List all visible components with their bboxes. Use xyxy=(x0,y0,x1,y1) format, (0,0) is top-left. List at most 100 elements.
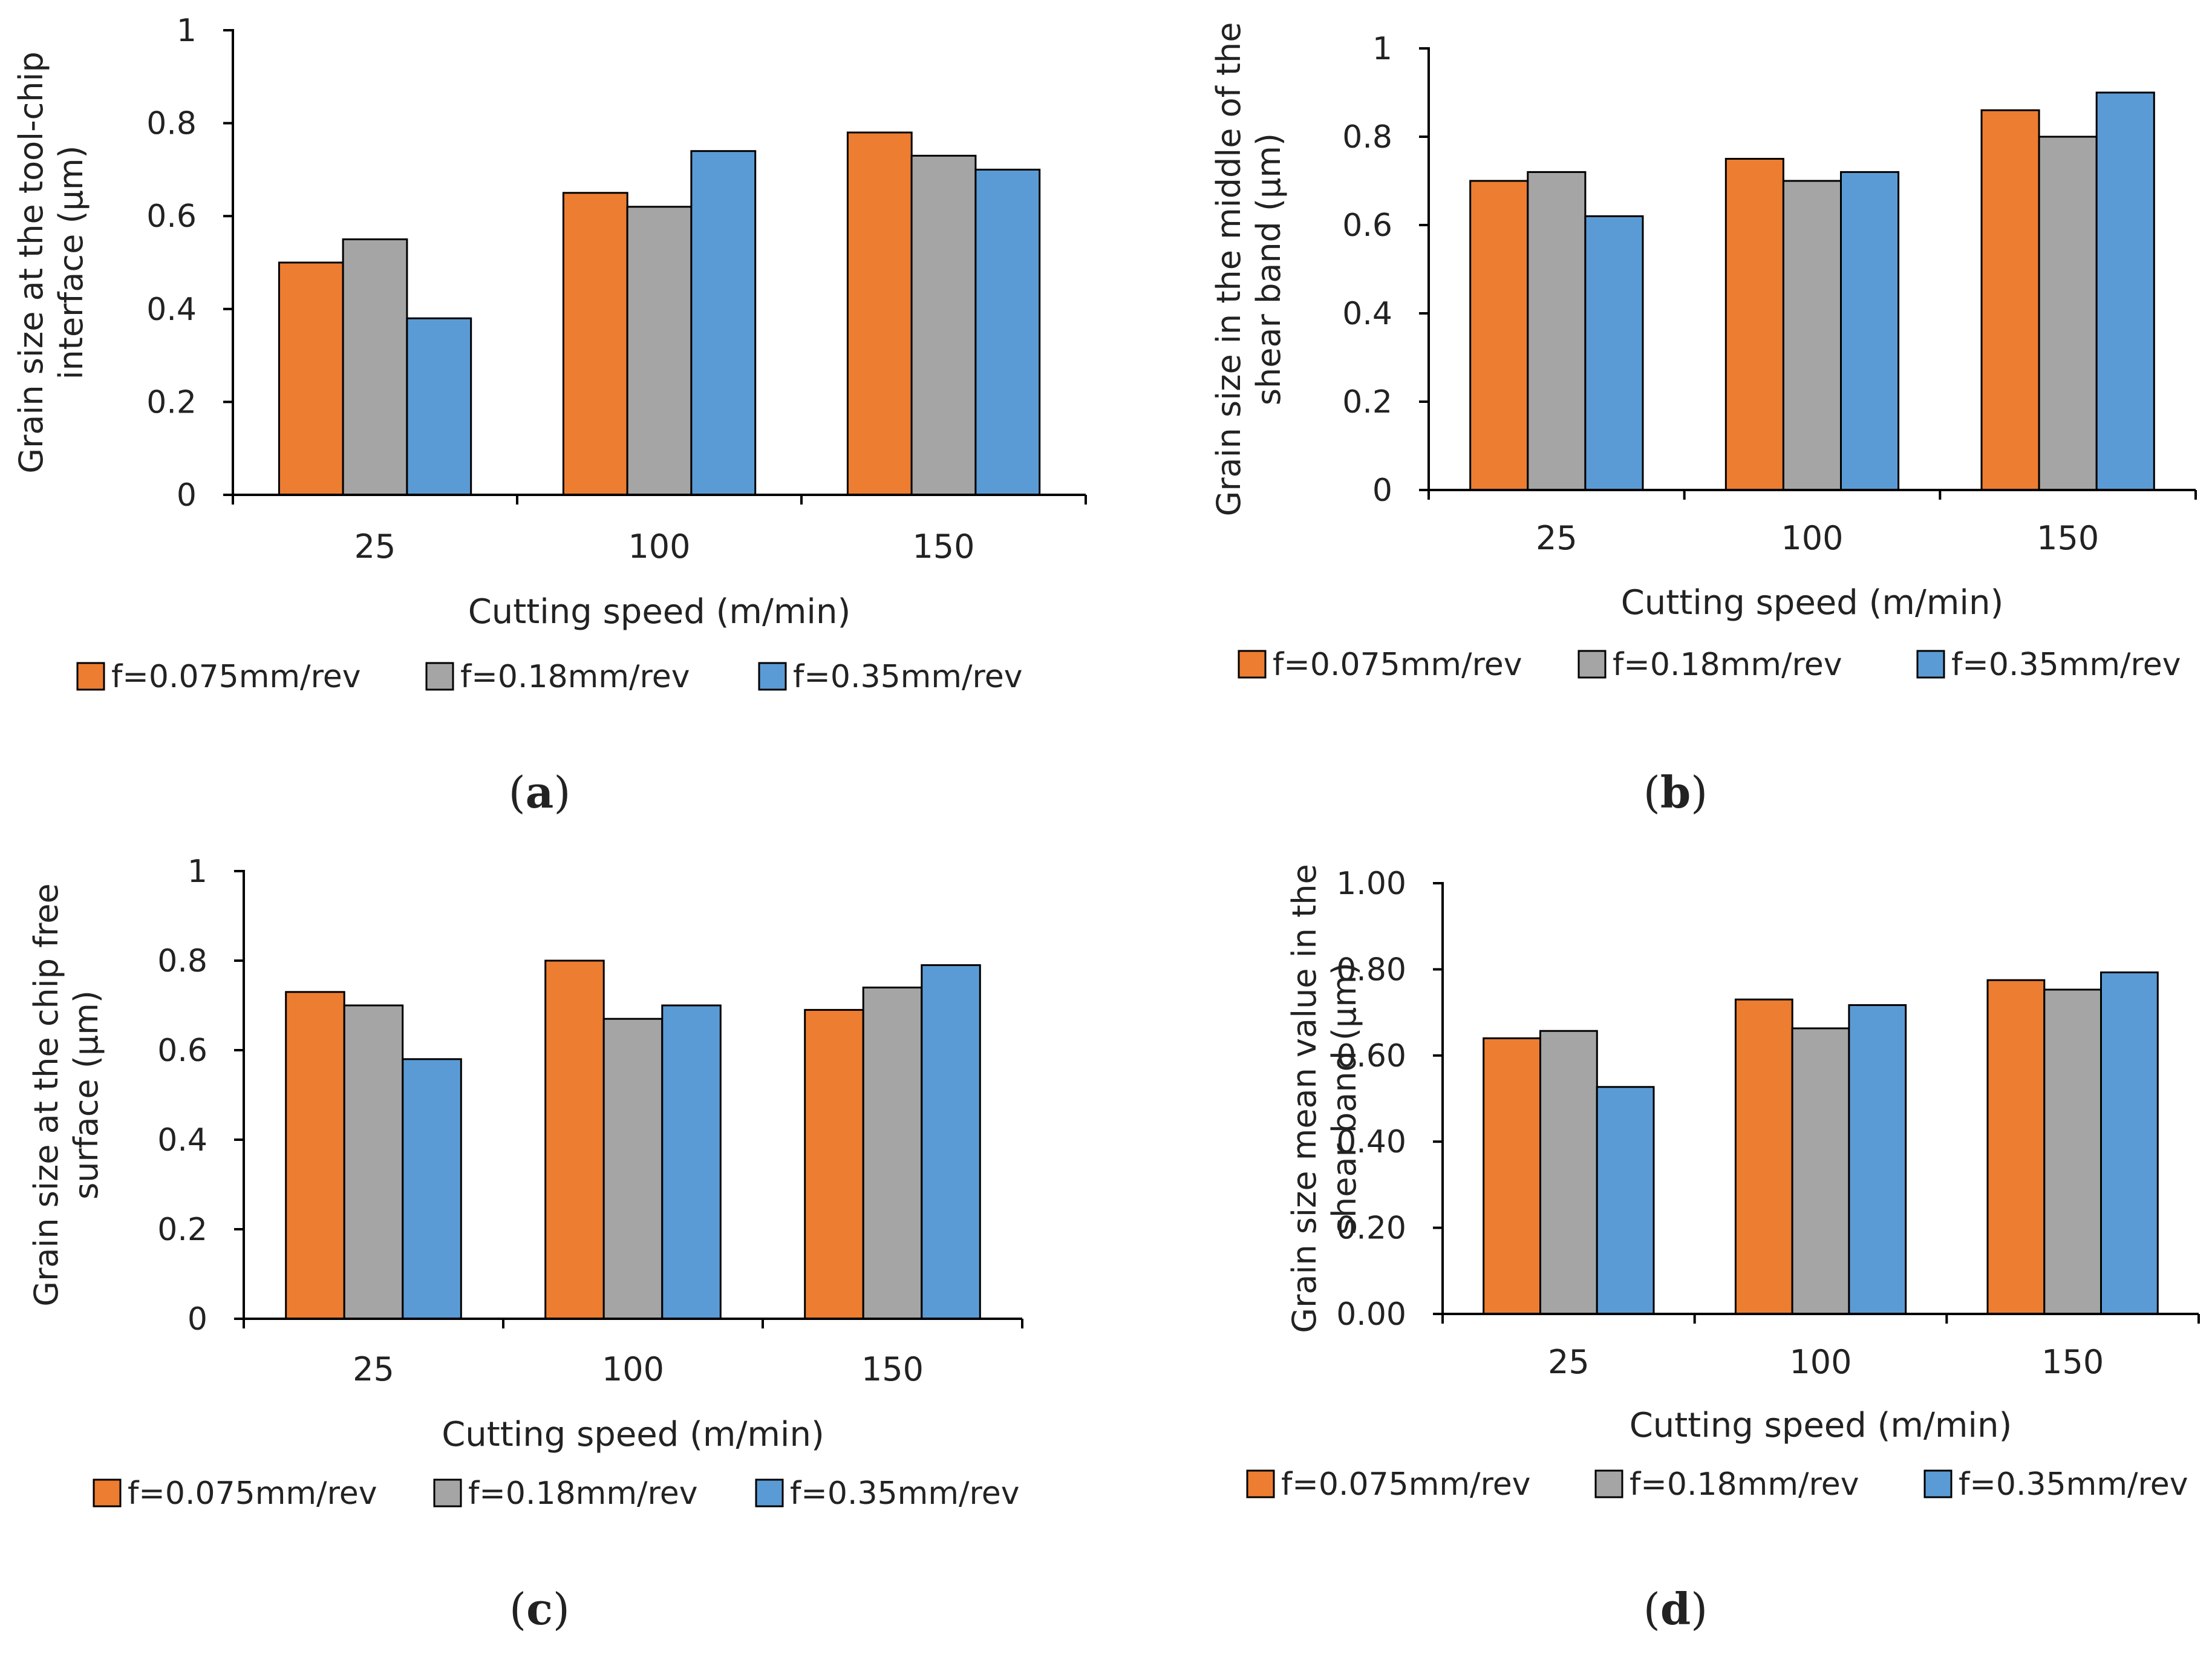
y-axis-title-line: shear band (μm) xyxy=(1325,962,1363,1235)
legend-swatch xyxy=(433,1478,462,1508)
legend-label: f=0.075mm/rev xyxy=(1273,647,1522,683)
bar-c-s1-25 xyxy=(285,991,345,1320)
x-tick-label: 150 xyxy=(2037,519,2099,557)
legend-d: f=0.075mm/rev f=0.18mm/rev f=0.35mm/rev xyxy=(1246,1466,2188,1503)
bar-a-s3-100 xyxy=(690,150,757,496)
x-tick-label: 25 xyxy=(353,1350,394,1388)
y-axis-title: Grain size mean value in theshear band (… xyxy=(1285,864,1363,1333)
y-tick-label: 0.80 xyxy=(1336,952,1406,988)
bar-c-s2-100 xyxy=(602,1018,664,1320)
y-tick-label: 0.2 xyxy=(1342,384,1392,420)
y-tick-label: 1 xyxy=(1372,31,1392,67)
legend-label: f=0.35mm/rev xyxy=(1951,647,2181,683)
bar-a-s3-25 xyxy=(406,317,472,496)
legend-swatch xyxy=(1923,1469,1953,1498)
y-tick-label: 0.4 xyxy=(1342,296,1392,332)
y-axis-title-line: Grain size at the chip free xyxy=(27,883,65,1306)
bar-a-s2-100 xyxy=(626,206,693,496)
y-tick-label: 0 xyxy=(177,477,197,514)
y-tick-label: 0.4 xyxy=(157,1122,207,1158)
bar-d-s1-150 xyxy=(1986,979,2046,1315)
panel-caption: (c) xyxy=(509,1583,570,1635)
x-tick-label: 100 xyxy=(1781,519,1843,557)
bar-b-s3-25 xyxy=(1584,215,1644,491)
y-tick-label: 0.4 xyxy=(146,292,197,328)
bar-c-s1-150 xyxy=(804,1008,864,1320)
bar-b-s1-25 xyxy=(1469,180,1529,491)
x-tick-label: 100 xyxy=(602,1350,664,1388)
chart-panel-a: 0 0.2 0.4 0.6 0.8 1 25 100 150 Cutting speed (m/m… xyxy=(12,13,1087,818)
legend-swatch xyxy=(93,1478,122,1508)
y-tick-label: 1.00 xyxy=(1336,866,1406,902)
legend-label: f=0.35mm/rev xyxy=(790,1475,1020,1512)
y-tick-label: 0.6 xyxy=(157,1033,207,1069)
bar-d-s2-100 xyxy=(1791,1027,1850,1315)
legend-c: f=0.075mm/rev f=0.18mm/rev f=0.35mm/rev xyxy=(93,1475,1020,1512)
legend-label: f=0.35mm/rev xyxy=(1959,1466,2188,1503)
chart-panel-d: 0.00 0.20 0.40 0.60 0.80 1.00 25 100 150 Cutting … xyxy=(1246,864,2200,1635)
x-tick-label: 100 xyxy=(628,528,690,566)
bar-c-s3-25 xyxy=(402,1058,462,1320)
bar-a-s2-25 xyxy=(342,238,408,496)
legend-swatch xyxy=(1238,650,1267,679)
x-axis-title: Cutting speed (m/min) xyxy=(468,592,851,632)
y-axis-title-line: Grain size at the tool-chip xyxy=(12,51,50,474)
y-tick-label: 0.40 xyxy=(1336,1124,1406,1160)
chart-panel-c: 0 0.2 0.4 0.6 0.8 1 25 100 150 Cutting speed (m/m… xyxy=(27,854,1023,1635)
bar-a-s1-150 xyxy=(846,131,913,496)
legend-label: f=0.18mm/rev xyxy=(1630,1466,1859,1503)
panel-caption: (b) xyxy=(1643,766,1708,818)
y-tick-label: 0.6 xyxy=(146,198,197,235)
bar-d-s1-25 xyxy=(1483,1037,1541,1315)
y-axis-title-line: interface (μm) xyxy=(52,145,90,379)
bar-d-s2-150 xyxy=(2043,988,2103,1315)
y-axis-title: Grain size in the middle of theshear ban… xyxy=(1210,22,1288,517)
bar-d-s3-25 xyxy=(1596,1086,1655,1315)
y-tick-label: 0.8 xyxy=(157,943,207,979)
y-axis-title: Grain size at the tool-chipinterface (μm… xyxy=(12,51,90,474)
legend-label: f=0.075mm/rev xyxy=(111,659,361,695)
legend-label: f=0.075mm/rev xyxy=(128,1475,377,1512)
x-tick-label: 150 xyxy=(2041,1343,2104,1381)
bar-d-s3-150 xyxy=(2100,971,2159,1315)
x-tick-label: 25 xyxy=(1548,1343,1590,1381)
legend-swatch xyxy=(1916,650,1945,679)
y-tick-label: 0.8 xyxy=(146,106,197,142)
bar-d-s1-100 xyxy=(1734,998,1793,1315)
legend-swatch xyxy=(758,662,787,691)
legend-swatch xyxy=(1577,650,1607,679)
bar-b-s1-150 xyxy=(1980,109,2040,491)
legend-swatch xyxy=(76,662,105,691)
y-tick-label: 0 xyxy=(188,1301,207,1338)
y-tick-label: 0.8 xyxy=(1342,119,1392,155)
legend-swatch xyxy=(1246,1469,1275,1498)
y-tick-label: 0.20 xyxy=(1336,1210,1406,1247)
legend-swatch xyxy=(1594,1469,1623,1498)
bar-d-s3-100 xyxy=(1848,1004,1907,1315)
legend-label: f=0.075mm/rev xyxy=(1281,1466,1531,1503)
x-axis-title: Cutting speed (m/min) xyxy=(1621,583,2004,622)
legend-b: f=0.075mm/rev f=0.18mm/rev f=0.35mm/rev xyxy=(1238,647,2181,683)
x-tick-label: 25 xyxy=(354,528,396,566)
y-tick-label: 1 xyxy=(177,13,197,49)
legend-swatch xyxy=(425,662,454,691)
bar-c-s1-100 xyxy=(544,959,605,1320)
y-tick-label: 0.6 xyxy=(1342,207,1392,244)
bar-c-s3-100 xyxy=(661,1004,722,1320)
bar-c-s2-150 xyxy=(862,986,923,1320)
panel-caption: (d) xyxy=(1643,1583,1708,1635)
bar-b-s2-100 xyxy=(1782,180,1842,491)
y-tick-label: 0.00 xyxy=(1336,1296,1406,1333)
y-tick-label: 0.60 xyxy=(1336,1038,1406,1074)
bar-b-s3-150 xyxy=(2095,91,2155,491)
y-tick-label: 0 xyxy=(1372,472,1392,509)
y-axis-title-line: Grain size mean value in the xyxy=(1285,864,1323,1333)
x-tick-label: 100 xyxy=(1789,1343,1851,1381)
bar-d-s2-25 xyxy=(1539,1030,1598,1315)
bar-a-s2-150 xyxy=(910,154,977,496)
legend-label: f=0.18mm/rev xyxy=(460,659,690,695)
y-tick-label: 1 xyxy=(188,854,207,890)
bar-b-s3-100 xyxy=(1840,171,1900,491)
legend-swatch xyxy=(755,1478,784,1508)
